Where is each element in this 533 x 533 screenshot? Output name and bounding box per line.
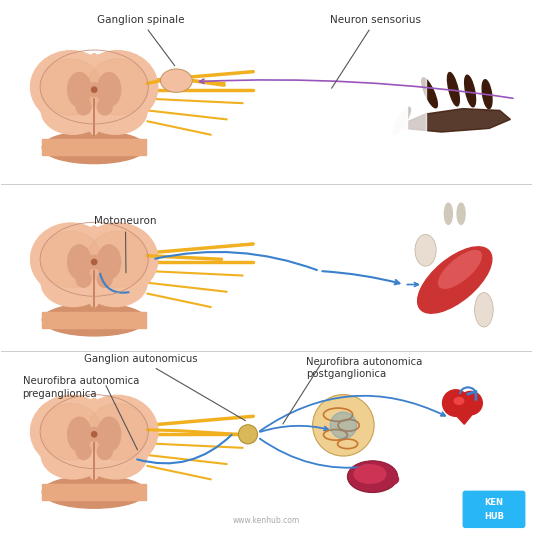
- Ellipse shape: [30, 51, 111, 123]
- Ellipse shape: [98, 99, 112, 115]
- Text: KEN: KEN: [484, 498, 504, 507]
- Circle shape: [313, 394, 374, 456]
- Ellipse shape: [76, 271, 91, 287]
- Ellipse shape: [86, 255, 102, 269]
- Ellipse shape: [393, 107, 410, 135]
- Ellipse shape: [30, 223, 111, 296]
- Ellipse shape: [415, 235, 436, 266]
- Ellipse shape: [76, 443, 91, 459]
- Ellipse shape: [84, 86, 147, 134]
- Ellipse shape: [387, 474, 399, 484]
- Circle shape: [92, 432, 97, 437]
- Ellipse shape: [68, 245, 91, 279]
- Ellipse shape: [79, 86, 109, 93]
- Polygon shape: [383, 69, 407, 135]
- Ellipse shape: [76, 99, 91, 115]
- Ellipse shape: [77, 223, 158, 296]
- Ellipse shape: [77, 395, 158, 468]
- Ellipse shape: [41, 259, 105, 306]
- Ellipse shape: [85, 226, 104, 307]
- Text: Neuron sensorius: Neuron sensorius: [330, 15, 421, 88]
- Polygon shape: [405, 109, 511, 132]
- Circle shape: [459, 391, 482, 415]
- Ellipse shape: [79, 431, 109, 438]
- Ellipse shape: [57, 433, 131, 444]
- Ellipse shape: [445, 203, 453, 224]
- Ellipse shape: [41, 431, 105, 479]
- Ellipse shape: [474, 293, 493, 327]
- Text: Neurofibra autonomica
postganglionica: Neurofibra autonomica postganglionica: [306, 357, 423, 379]
- Ellipse shape: [85, 398, 104, 479]
- Ellipse shape: [457, 203, 465, 224]
- Ellipse shape: [68, 72, 91, 107]
- Ellipse shape: [448, 72, 459, 106]
- Ellipse shape: [30, 395, 111, 468]
- Ellipse shape: [57, 261, 131, 272]
- Ellipse shape: [354, 465, 386, 483]
- Ellipse shape: [87, 231, 148, 287]
- Ellipse shape: [87, 59, 148, 115]
- Ellipse shape: [68, 417, 91, 451]
- Ellipse shape: [98, 271, 112, 287]
- Ellipse shape: [348, 461, 398, 492]
- Polygon shape: [42, 139, 146, 156]
- Polygon shape: [42, 312, 146, 328]
- Ellipse shape: [84, 259, 147, 306]
- Text: Neurofibra autonomica
preganglionica: Neurofibra autonomica preganglionica: [22, 376, 139, 399]
- Ellipse shape: [439, 251, 481, 288]
- Polygon shape: [446, 405, 480, 424]
- Ellipse shape: [98, 443, 112, 459]
- Ellipse shape: [41, 403, 101, 460]
- Circle shape: [92, 87, 97, 92]
- Ellipse shape: [57, 89, 131, 100]
- Circle shape: [92, 260, 97, 265]
- Text: Ganglion autonomicus: Ganglion autonomicus: [84, 354, 246, 421]
- Text: Ganglion spinale: Ganglion spinale: [97, 15, 184, 66]
- Ellipse shape: [98, 245, 120, 279]
- Text: www.kenhub.com: www.kenhub.com: [233, 516, 300, 525]
- Ellipse shape: [85, 54, 104, 135]
- Circle shape: [238, 425, 257, 444]
- Circle shape: [442, 390, 469, 416]
- Ellipse shape: [79, 259, 109, 265]
- Ellipse shape: [98, 417, 120, 451]
- Ellipse shape: [482, 80, 492, 109]
- Ellipse shape: [87, 403, 148, 460]
- Ellipse shape: [84, 431, 147, 479]
- Text: HUB: HUB: [484, 512, 504, 521]
- Polygon shape: [383, 69, 425, 135]
- Ellipse shape: [86, 83, 102, 96]
- Ellipse shape: [42, 131, 146, 164]
- FancyBboxPatch shape: [463, 491, 524, 527]
- Polygon shape: [42, 484, 146, 500]
- Ellipse shape: [42, 303, 146, 336]
- Ellipse shape: [418, 247, 492, 313]
- Text: Motoneuron: Motoneuron: [94, 216, 157, 273]
- Ellipse shape: [42, 476, 146, 508]
- Ellipse shape: [422, 78, 438, 108]
- Ellipse shape: [98, 72, 120, 107]
- Ellipse shape: [41, 59, 101, 115]
- Ellipse shape: [160, 69, 192, 92]
- Ellipse shape: [77, 51, 158, 123]
- Ellipse shape: [86, 427, 102, 441]
- Ellipse shape: [454, 398, 464, 405]
- Ellipse shape: [465, 75, 475, 107]
- Ellipse shape: [41, 231, 101, 287]
- Circle shape: [330, 412, 357, 439]
- Ellipse shape: [41, 86, 105, 134]
